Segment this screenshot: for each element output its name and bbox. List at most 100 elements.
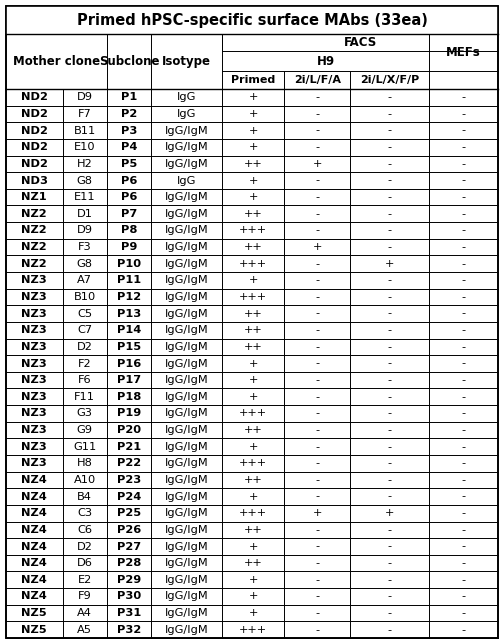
Text: +: + (248, 442, 258, 451)
Text: -: - (315, 475, 319, 485)
Text: NZ3: NZ3 (21, 442, 47, 451)
Text: -: - (315, 575, 319, 585)
Text: -: - (388, 92, 392, 102)
Text: +: + (248, 92, 258, 102)
Text: +++: +++ (239, 625, 267, 635)
Text: -: - (462, 126, 466, 136)
Text: P17: P17 (117, 375, 141, 385)
Text: -: - (388, 276, 392, 285)
Text: -: - (388, 442, 392, 451)
Bar (6, 6, 498, 34)
Text: -: - (388, 142, 392, 152)
Text: Isotype: Isotype (162, 55, 211, 68)
Text: F9: F9 (78, 591, 92, 601)
Text: -: - (462, 442, 466, 451)
Text: -: - (388, 558, 392, 568)
Text: -: - (388, 225, 392, 236)
Text: G8: G8 (77, 176, 93, 185)
Text: +: + (248, 109, 258, 119)
Text: E11: E11 (74, 192, 96, 202)
Text: ND2: ND2 (21, 92, 48, 102)
Text: NZ3: NZ3 (21, 375, 47, 385)
Text: -: - (462, 392, 466, 402)
Text: P1: P1 (121, 92, 137, 102)
Text: +++: +++ (239, 459, 267, 468)
Text: IgG/IgM: IgG/IgM (165, 392, 209, 402)
Text: F2: F2 (78, 359, 92, 368)
Text: -: - (388, 491, 392, 502)
Text: IgG/IgM: IgG/IgM (165, 591, 209, 601)
Text: -: - (388, 475, 392, 485)
Text: Primed: Primed (231, 75, 275, 85)
Text: +: + (312, 159, 322, 169)
Text: F3: F3 (78, 242, 92, 252)
Text: IgG/IgM: IgG/IgM (165, 225, 209, 236)
Text: NZ3: NZ3 (21, 392, 47, 402)
Text: -: - (462, 109, 466, 119)
Text: NZ3: NZ3 (21, 276, 47, 285)
Text: -: - (388, 192, 392, 202)
Text: +: + (248, 126, 258, 136)
Text: D9: D9 (77, 92, 93, 102)
Text: P24: P24 (117, 491, 141, 502)
Text: -: - (315, 425, 319, 435)
Text: P2: P2 (121, 109, 137, 119)
Text: IgG/IgM: IgG/IgM (165, 575, 209, 585)
Text: -: - (462, 142, 466, 152)
Text: ++: ++ (244, 558, 263, 568)
Text: -: - (462, 192, 466, 202)
Text: -: - (462, 92, 466, 102)
Text: D6: D6 (77, 558, 93, 568)
Text: P18: P18 (117, 392, 141, 402)
Text: NZ5: NZ5 (22, 608, 47, 618)
Text: A10: A10 (74, 475, 96, 485)
Text: -: - (315, 359, 319, 368)
Text: -: - (388, 625, 392, 635)
Text: NZ2: NZ2 (22, 209, 47, 219)
Text: IgG/IgM: IgG/IgM (165, 192, 209, 202)
Text: IgG/IgM: IgG/IgM (165, 442, 209, 451)
Text: NZ3: NZ3 (21, 342, 47, 352)
Text: ++: ++ (244, 159, 263, 169)
Text: ++: ++ (244, 475, 263, 485)
Text: -: - (462, 342, 466, 352)
Text: +++: +++ (239, 225, 267, 236)
Text: P3: P3 (121, 126, 137, 136)
Text: NZ5: NZ5 (22, 625, 47, 635)
Text: P22: P22 (117, 459, 141, 468)
Text: -: - (388, 408, 392, 419)
Text: -: - (315, 176, 319, 185)
Text: D2: D2 (77, 542, 93, 551)
Text: IgG/IgM: IgG/IgM (165, 325, 209, 336)
Text: -: - (315, 491, 319, 502)
Text: -: - (315, 625, 319, 635)
Text: NZ3: NZ3 (21, 308, 47, 319)
Text: -: - (388, 375, 392, 385)
Text: ++: ++ (244, 425, 263, 435)
Text: D1: D1 (77, 209, 93, 219)
Text: IgG/IgM: IgG/IgM (165, 558, 209, 568)
Text: Primed hPSC-specific surface MAbs (33ea): Primed hPSC-specific surface MAbs (33ea) (77, 12, 427, 28)
Text: ++: ++ (244, 342, 263, 352)
Text: -: - (462, 259, 466, 269)
Text: H9: H9 (317, 55, 335, 68)
Text: ++: ++ (244, 308, 263, 319)
Text: +: + (385, 508, 395, 518)
Text: IgG: IgG (177, 92, 197, 102)
Text: P13: P13 (117, 308, 141, 319)
Text: IgG/IgM: IgG/IgM (165, 126, 209, 136)
Text: P6: P6 (121, 176, 137, 185)
Text: IgG/IgM: IgG/IgM (165, 625, 209, 635)
Text: ND2: ND2 (21, 159, 48, 169)
Text: -: - (388, 608, 392, 618)
Text: NZ4: NZ4 (21, 491, 47, 502)
Text: E2: E2 (78, 575, 92, 585)
Text: -: - (315, 142, 319, 152)
Text: +: + (248, 542, 258, 551)
Text: D2: D2 (77, 342, 93, 352)
Text: -: - (388, 425, 392, 435)
Text: -: - (388, 159, 392, 169)
Text: P29: P29 (117, 575, 141, 585)
Text: NZ4: NZ4 (21, 508, 47, 518)
Text: -: - (388, 292, 392, 302)
